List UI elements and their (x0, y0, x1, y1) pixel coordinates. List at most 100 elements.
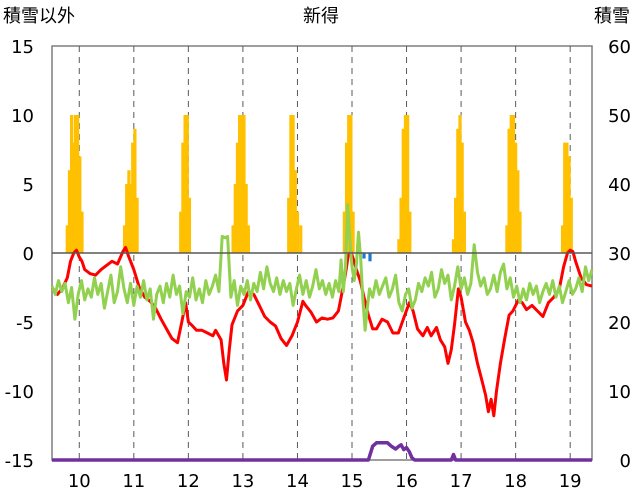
right-tick-labels: 0 10 20 30 40 50 60 (608, 37, 631, 472)
left-axis-label: 積雪以外 (3, 6, 75, 27)
y2-tick-label: 40 (608, 175, 631, 196)
y-tick-label: -5 (16, 313, 34, 334)
line-series (50, 203, 594, 462)
y2-tick-label: 60 (608, 37, 631, 58)
bar (462, 211, 466, 253)
bar (518, 211, 522, 253)
y-tick-label: 5 (23, 175, 34, 196)
y2-tick-label: 50 (608, 106, 631, 127)
bar (67, 170, 72, 253)
y2-tick-label: 20 (608, 313, 631, 334)
bar (567, 156, 571, 253)
bar (458, 115, 462, 253)
bar (299, 225, 303, 253)
bar (511, 115, 516, 253)
bar (179, 211, 183, 253)
bar (246, 225, 250, 253)
bar (401, 128, 405, 253)
x-tick-label: 12 (177, 471, 200, 492)
bar (128, 184, 133, 253)
bar (242, 115, 246, 253)
bar (347, 115, 351, 253)
bar (135, 197, 139, 253)
y2-tick-label: 30 (608, 244, 631, 265)
bar (293, 170, 297, 253)
bar (231, 225, 235, 253)
bar (287, 197, 291, 253)
bar (291, 115, 295, 253)
bar (403, 115, 408, 253)
y-tick-label: 10 (11, 106, 34, 127)
bar (183, 115, 187, 253)
bar (76, 115, 80, 253)
x-tick-label: 17 (450, 471, 473, 492)
bar (505, 225, 509, 253)
x-tick-label: 18 (504, 471, 527, 492)
chart-title: 新得 (303, 6, 339, 27)
bar (563, 142, 567, 253)
x-tick-label: 11 (122, 471, 145, 492)
bar (349, 115, 353, 253)
bar (456, 128, 460, 253)
y2-tick-label: 10 (608, 382, 631, 403)
bar (368, 253, 372, 262)
bar (460, 142, 464, 253)
bar (71, 142, 75, 253)
y2-tick-label: 0 (620, 451, 631, 472)
bar (240, 115, 244, 253)
bar (65, 225, 69, 253)
bar (187, 197, 192, 253)
y-tick-label: -10 (5, 382, 34, 403)
series-line (52, 441, 592, 462)
bar (351, 211, 355, 253)
bar (560, 225, 565, 253)
bar (127, 170, 131, 253)
bar (80, 211, 84, 253)
bar (451, 239, 456, 253)
bar (342, 211, 346, 253)
bar (565, 142, 569, 253)
bar (133, 128, 137, 253)
bar (406, 115, 410, 253)
bar (131, 142, 135, 253)
x-tick-label: 14 (286, 471, 309, 492)
bar (181, 142, 185, 253)
bar (70, 115, 74, 253)
bar (78, 156, 82, 253)
y-tick-label: 0 (23, 244, 34, 265)
bar (344, 142, 349, 253)
bar (289, 115, 293, 253)
x-tick-labels: 10 11 12 13 14 15 16 17 18 19 (68, 471, 582, 492)
bar (233, 184, 237, 253)
bar (238, 115, 242, 253)
bar (514, 142, 518, 253)
bar (408, 211, 412, 253)
bar (509, 115, 513, 253)
bar (454, 197, 458, 253)
bar (125, 184, 129, 253)
bar (397, 239, 401, 253)
bar (516, 170, 520, 253)
bar (73, 115, 78, 253)
x-tick-label: 15 (341, 471, 364, 492)
bar (507, 128, 511, 253)
bar (569, 197, 573, 253)
x-tick-label: 10 (68, 471, 91, 492)
x-tick-label: 13 (231, 471, 254, 492)
y-tick-label: -15 (5, 451, 34, 472)
x-tick-label: 16 (395, 471, 418, 492)
y-tick-label: 15 (11, 37, 34, 58)
bar (399, 197, 403, 253)
left-tick-labels: -15 -10 -5 0 5 10 15 (5, 37, 34, 472)
bar (122, 225, 127, 253)
bar-series (65, 115, 573, 262)
bar (235, 142, 240, 253)
bar (295, 211, 300, 253)
bar (244, 184, 248, 253)
bar (362, 253, 366, 259)
series-line (50, 203, 594, 332)
x-tick-label: 19 (559, 471, 582, 492)
bar (185, 115, 189, 253)
right-axis-label: 積雪 (594, 6, 630, 27)
